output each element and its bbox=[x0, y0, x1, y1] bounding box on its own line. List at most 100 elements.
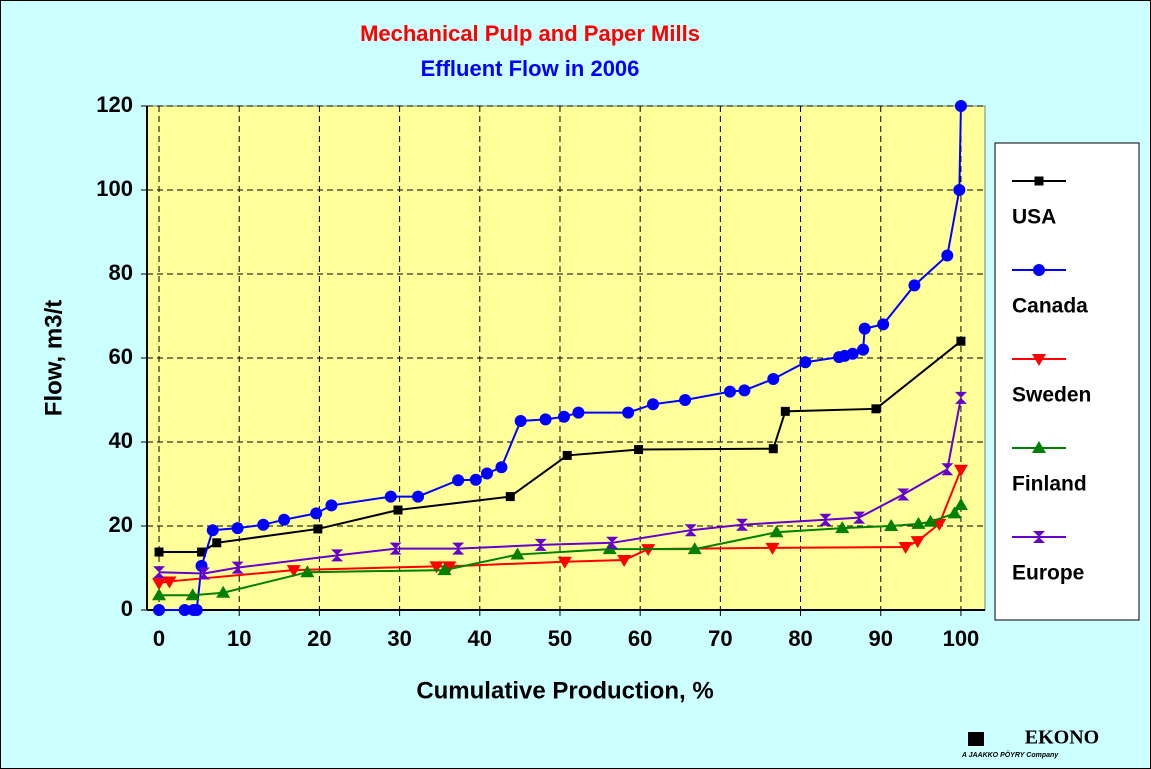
marker bbox=[412, 490, 425, 503]
marker bbox=[738, 384, 751, 397]
marker bbox=[819, 513, 832, 526]
x-tick-label: 20 bbox=[307, 626, 331, 651]
legend-marker bbox=[1032, 354, 1046, 366]
logo-icon bbox=[968, 732, 984, 746]
x-tick-label: 100 bbox=[943, 626, 980, 651]
marker bbox=[278, 513, 291, 526]
marker bbox=[325, 499, 338, 512]
y-tick-label: 20 bbox=[109, 512, 133, 537]
marker bbox=[154, 547, 164, 557]
marker bbox=[310, 507, 323, 520]
marker bbox=[799, 356, 812, 369]
x-tick-label: 30 bbox=[387, 626, 411, 651]
marker bbox=[429, 561, 444, 574]
marker bbox=[442, 561, 457, 574]
legend-marker bbox=[1032, 441, 1046, 453]
y-tick-label: 100 bbox=[96, 176, 133, 201]
marker bbox=[941, 463, 954, 476]
marker bbox=[679, 394, 692, 406]
marker bbox=[768, 444, 778, 454]
marker bbox=[923, 514, 938, 527]
marker bbox=[634, 445, 644, 455]
marker bbox=[908, 279, 921, 292]
marker bbox=[846, 347, 859, 360]
marker bbox=[437, 563, 452, 576]
marker bbox=[190, 604, 203, 616]
marker bbox=[857, 343, 870, 356]
legend-label: Finland bbox=[1012, 473, 1087, 496]
marker bbox=[153, 604, 166, 616]
logo-text: EKONO bbox=[1025, 727, 1099, 749]
legend-label: Canada bbox=[1012, 295, 1088, 318]
legend-marker bbox=[1033, 264, 1045, 276]
y-tick-label: 120 bbox=[96, 92, 133, 117]
marker bbox=[178, 604, 191, 616]
marker bbox=[947, 506, 962, 519]
marker bbox=[897, 488, 910, 501]
marker bbox=[231, 561, 244, 574]
logo-subtitle: A JAAKKO PÖYRY Company bbox=[961, 750, 1059, 759]
chart-title: Mechanical Pulp and Paper Mills bbox=[360, 21, 700, 46]
marker bbox=[684, 524, 697, 537]
marker bbox=[941, 249, 954, 262]
marker bbox=[286, 565, 301, 578]
legend-marker bbox=[1033, 531, 1045, 543]
marker bbox=[622, 406, 635, 419]
marker bbox=[953, 464, 968, 477]
legend-marker bbox=[1034, 176, 1044, 186]
marker bbox=[572, 406, 585, 419]
logo: EKONO A JAAKKO PÖYRY Company bbox=[961, 727, 1099, 759]
x-tick-label: 50 bbox=[548, 626, 572, 651]
marker bbox=[765, 542, 780, 555]
marker bbox=[152, 578, 167, 591]
marker bbox=[835, 521, 850, 534]
marker bbox=[953, 498, 968, 510]
marker bbox=[300, 565, 315, 578]
marker bbox=[505, 492, 515, 502]
marker bbox=[956, 336, 966, 346]
chart-subtitle: Effluent Flow in 2006 bbox=[421, 56, 640, 81]
marker bbox=[469, 473, 482, 486]
marker bbox=[723, 385, 736, 398]
marker bbox=[780, 406, 790, 416]
marker bbox=[606, 536, 619, 549]
marker bbox=[185, 588, 200, 601]
marker bbox=[853, 511, 866, 524]
marker bbox=[911, 516, 926, 529]
marker bbox=[452, 474, 465, 487]
marker bbox=[153, 566, 166, 579]
marker bbox=[932, 518, 947, 531]
marker bbox=[647, 398, 660, 411]
marker bbox=[481, 467, 494, 480]
y-tick-label: 60 bbox=[109, 344, 133, 369]
legend-label: Europe bbox=[1012, 562, 1084, 585]
marker bbox=[736, 518, 749, 531]
marker bbox=[557, 556, 572, 569]
marker bbox=[452, 542, 465, 555]
marker bbox=[871, 404, 881, 414]
marker bbox=[687, 542, 702, 555]
marker bbox=[954, 100, 967, 112]
marker bbox=[562, 450, 572, 460]
marker bbox=[197, 547, 207, 557]
marker bbox=[495, 461, 508, 474]
marker bbox=[557, 410, 570, 423]
marker bbox=[884, 519, 899, 531]
marker bbox=[514, 415, 527, 427]
marker bbox=[197, 567, 210, 580]
series-line bbox=[159, 397, 962, 575]
marker bbox=[393, 505, 403, 515]
marker bbox=[212, 538, 222, 548]
marker bbox=[331, 549, 344, 562]
marker bbox=[152, 588, 167, 601]
marker bbox=[231, 522, 244, 535]
legend-label: Sweden bbox=[1012, 384, 1091, 407]
marker bbox=[877, 318, 890, 331]
marker bbox=[257, 518, 270, 531]
y-axis-label: Flow, m3/t bbox=[40, 300, 67, 416]
marker bbox=[389, 542, 402, 555]
marker bbox=[313, 524, 323, 534]
marker bbox=[216, 585, 231, 598]
x-tick-label: 80 bbox=[788, 626, 812, 651]
